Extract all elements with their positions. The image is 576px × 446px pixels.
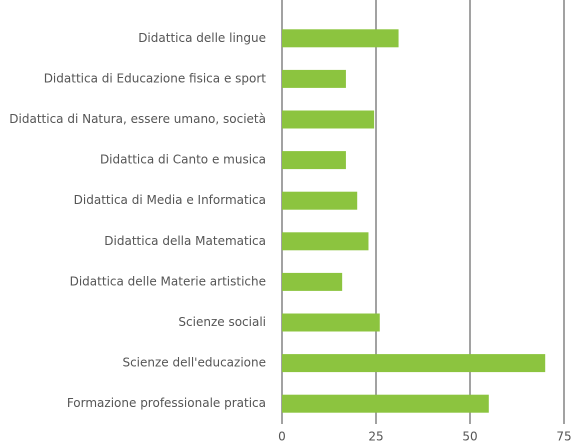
bar [282, 272, 343, 291]
bar [282, 354, 546, 373]
y-tick-label: Didattica di Educazione fisica e sport [44, 71, 267, 85]
bar [282, 394, 489, 413]
bar [282, 232, 369, 251]
bar [282, 69, 346, 88]
y-tick-label: Didattica delle lingue [138, 31, 266, 45]
x-tick-label: 50 [462, 430, 477, 444]
x-tick-label: 75 [556, 430, 571, 444]
y-tick-label: Didattica di Media e Informatica [74, 193, 266, 207]
x-tick-label: 25 [368, 430, 383, 444]
y-tick-label: Didattica di Canto e musica [100, 153, 266, 167]
bar [282, 110, 375, 129]
y-tick-label: Formazione professionale pratica [67, 396, 266, 410]
y-tick-label: Didattica di Natura, essere umano, socie… [9, 112, 266, 126]
bar [282, 151, 346, 170]
bar [282, 313, 380, 332]
y-tick-label: Didattica della Matematica [104, 234, 266, 248]
y-tick-label: Didattica delle Materie artistiche [70, 274, 266, 288]
y-tick-label: Scienze sociali [178, 315, 266, 329]
y-tick-label: Scienze dell'educazione [122, 356, 266, 370]
x-tick-label: 0 [278, 430, 286, 444]
bar [282, 29, 399, 48]
bar [282, 191, 358, 210]
